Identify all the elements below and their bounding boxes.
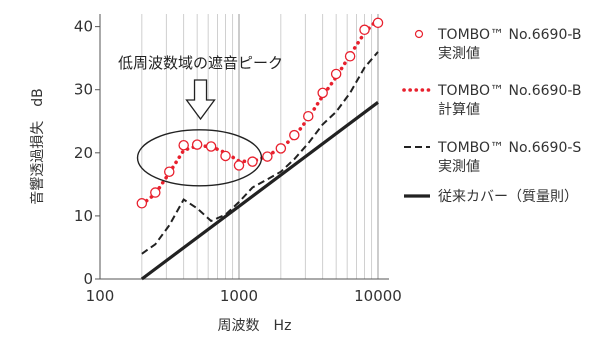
x-tick-label: 1000 <box>220 287 258 305</box>
data-point <box>303 110 314 122</box>
data-point <box>220 150 231 162</box>
data-point <box>359 24 370 36</box>
axes: 0 10 20 30 40 100 1000 10000 周波数 Hz 音響透過損失 dB <box>29 14 402 334</box>
y-tick-label: 20 <box>74 144 93 162</box>
x-tick-label: 100 <box>86 287 115 305</box>
data-point <box>372 17 384 29</box>
down-arrow-icon <box>185 79 216 121</box>
legend-label: TOMBO™ No.6690-S <box>437 140 581 156</box>
y-tick-label: 0 <box>83 270 93 288</box>
legend-label: TOMBO™ No.6690-B <box>437 83 582 99</box>
data-point <box>317 87 328 99</box>
legend-label: 計算値 <box>438 102 480 118</box>
legend-label: 従来カバー（質量則） <box>438 189 578 205</box>
data-point <box>330 68 342 80</box>
data-point <box>191 139 203 150</box>
series-line-2 <box>141 51 379 255</box>
peak-ellipse <box>136 129 263 187</box>
y-axis-label: 音響透過損失 dB <box>29 88 46 205</box>
legend-label: 実測値 <box>438 46 480 62</box>
x-axis-label: 周波数 Hz <box>218 318 292 334</box>
data-point <box>136 198 148 209</box>
series-layer <box>136 17 384 281</box>
data-point <box>233 160 245 171</box>
series-line-1 <box>140 17 380 207</box>
data-point <box>289 129 300 141</box>
legend-label: TOMBO™ No.6690-B <box>437 27 582 43</box>
data-point <box>344 51 356 62</box>
y-tick-label: 10 <box>74 207 93 225</box>
legend: TOMBO™ No.6690-B 実測値 TOMBO™ No.6690-B 計算値 TO… <box>402 27 582 205</box>
data-point <box>164 166 175 177</box>
data-point <box>178 139 189 151</box>
data-point <box>150 187 161 198</box>
y-tick-label: 30 <box>74 81 93 99</box>
series-line-3 <box>140 101 379 281</box>
data-point <box>247 156 258 167</box>
grid <box>99 14 379 279</box>
data-point <box>275 143 287 154</box>
y-tick-label: 40 <box>74 18 93 36</box>
annotation-label: 低周波数域の遮音ピーク <box>118 54 283 72</box>
data-point <box>262 151 273 162</box>
legend-marker <box>414 29 424 39</box>
data-point <box>205 141 217 152</box>
x-tick-label: 10000 <box>354 287 402 305</box>
annotation-layer: 低周波数域の遮音ピーク <box>118 54 283 187</box>
legend-label: 実測値 <box>438 159 480 175</box>
